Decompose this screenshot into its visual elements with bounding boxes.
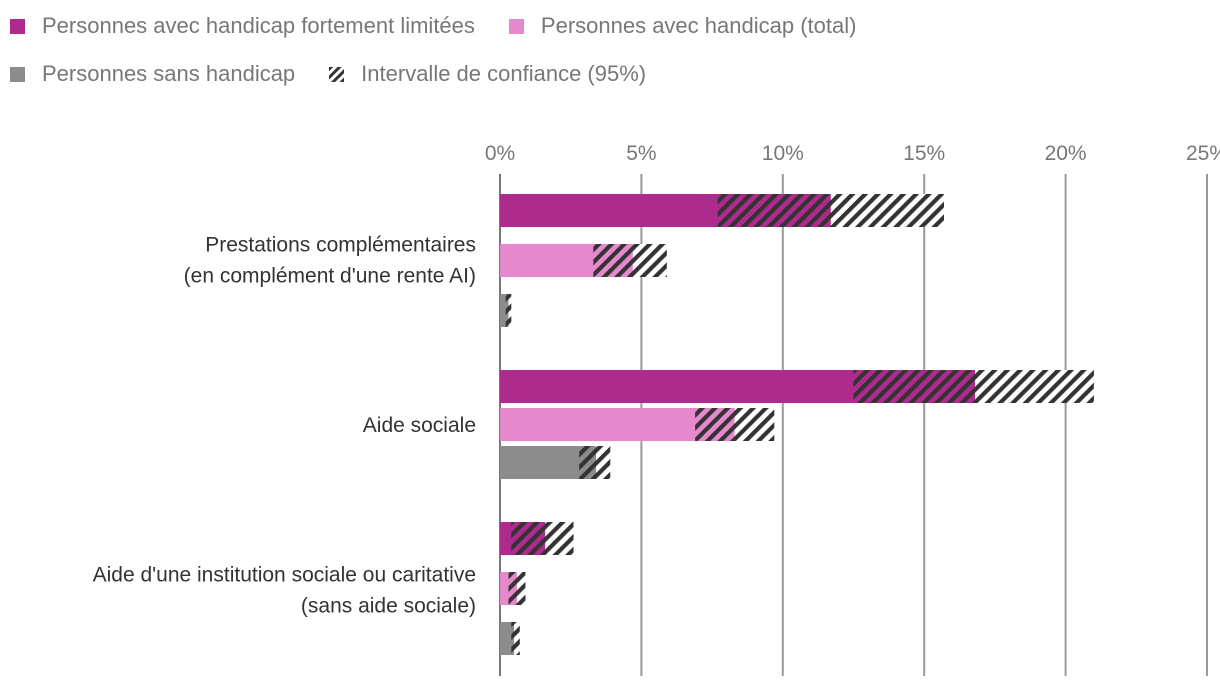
category-label-2-line-0: Aide d'une institution sociale ou carita… [93,564,476,587]
bars [500,194,1094,655]
x-tick-label-10: 10% [762,142,804,165]
x-tick-label-5: 5% [626,142,656,165]
legend-swatch-strongly-limited [10,18,25,34]
bar-s2-c0-ci-hatch [505,294,512,327]
legend-label-strongly-limited: Personnes avec handicap fortement limité… [42,13,475,38]
legend-swatch-disabled-total [508,18,524,34]
legend-item-strongly-limited: Personnes avec handicap fortement limité… [10,13,475,39]
legend-label-confidence-interval: Intervalle de confiance (95%) [361,61,647,86]
category-labels: Prestations complémentaires (en complémen… [93,234,476,618]
category-label-2-line-1: (sans aide sociale) [301,595,476,618]
legend-item-no-disability: Personnes sans handicap [10,61,295,87]
bar-s1-c0-ci-hatch [593,244,667,277]
category-label-0-line-0: Prestations complémentaires [205,234,476,257]
bar-s2-c2 [500,622,515,655]
x-tick-label-0: 0% [485,142,515,165]
bar-s2-c1-ci-hatch [579,446,611,479]
bar-s0-c0-ci-hatch [717,194,944,227]
x-tick-label-20: 20% [1045,142,1087,165]
bar-s1-c1-ci-hatch [695,408,775,441]
legend-item-confidence-interval: Intervalle de confiance (95%) [329,61,646,87]
bar-s1-c2-ci-hatch [508,572,526,605]
legend-item-disabled-total: Personnes avec handicap (total) [508,13,857,39]
legend-swatch-no-disability [10,66,25,82]
bar-s2-c2-ci-hatch [511,622,520,655]
legend-row-1: Personnes avec handicap fortement limité… [10,8,1190,44]
bar-s0-c2-ci-hatch [511,522,574,555]
legend-label-no-disability: Personnes sans handicap [42,61,296,86]
x-tick-label-15: 15% [903,142,945,165]
x-tick-label-25: 25% [1186,142,1220,165]
legend-label-disabled-total: Personnes avec handicap (total) [540,13,857,38]
category-label-0-line-1: (en complément d'une rente AI) [184,265,476,288]
bar-s2-c0 [500,294,509,327]
legend-swatch-confidence-interval [329,66,345,82]
x-axis-ticks: 0% 5% 10% 15% 20% 25% [485,142,1220,165]
category-label-1-line-0: Aide sociale [363,414,476,437]
chart-legend: Personnes avec handicap fortement limité… [10,8,1190,104]
legend-row-2: Personnes sans handicap Intervalle de co… [10,56,1190,92]
bar-s0-c1-ci-hatch [853,370,1094,403]
